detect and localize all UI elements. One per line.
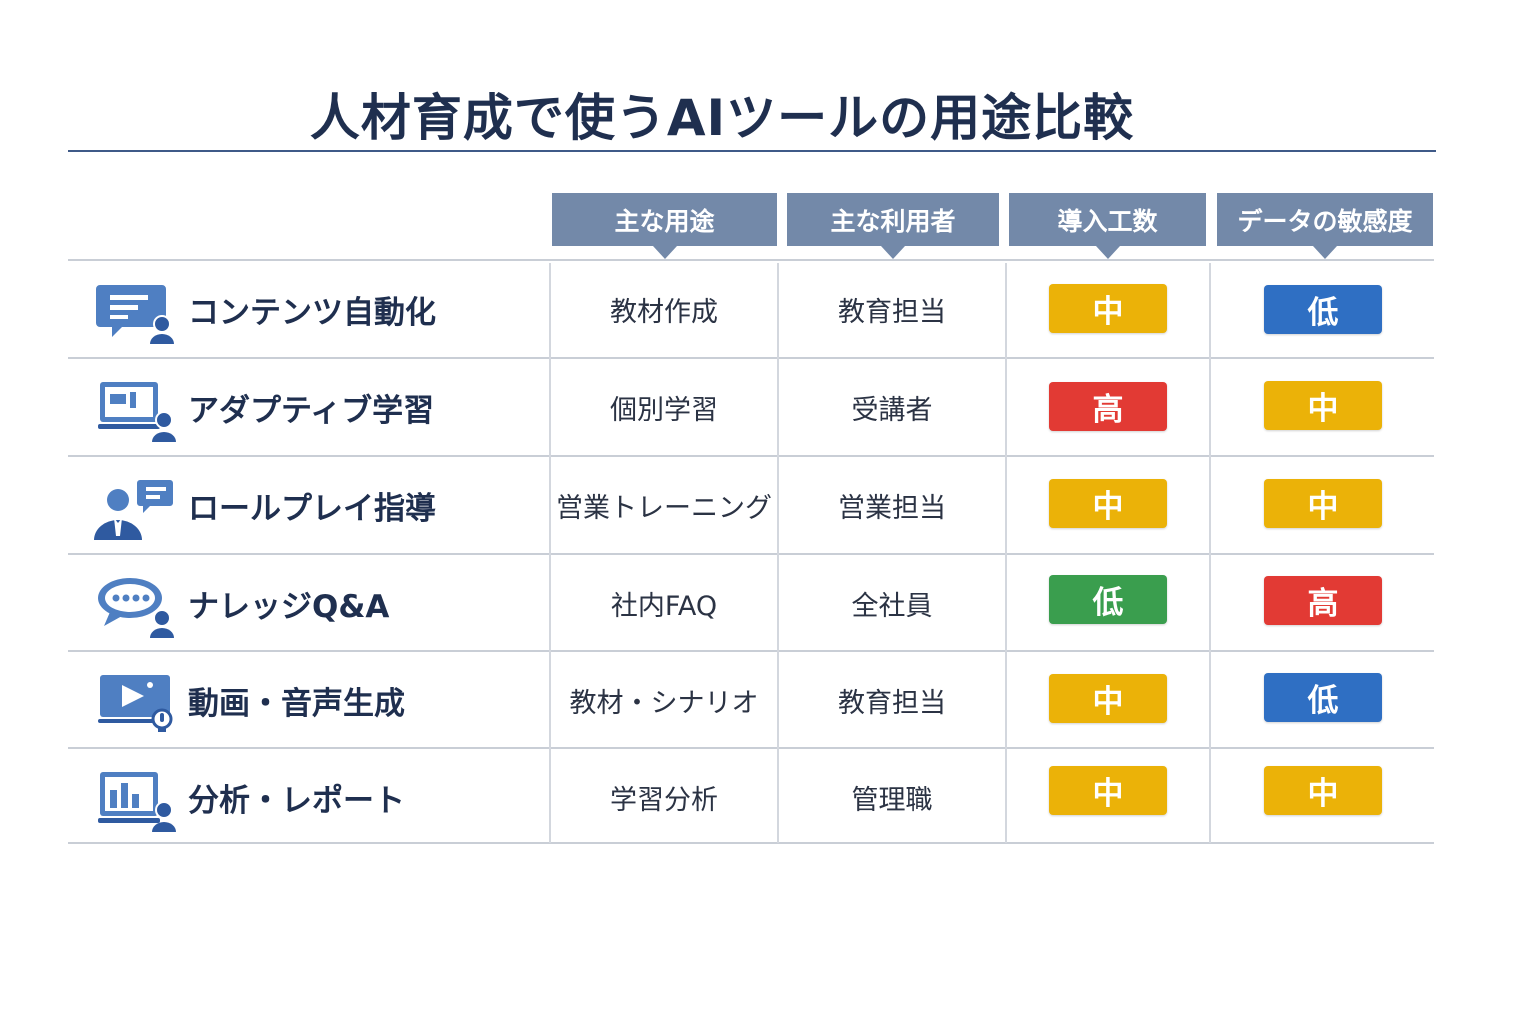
table-row: コンテンツ自動化 教材作成 教育担当 中 低 bbox=[68, 262, 1434, 357]
user-cell: 教育担当 bbox=[838, 688, 946, 719]
chat-person-icon bbox=[96, 282, 180, 344]
sensitivity-badge: 中 bbox=[1264, 766, 1382, 815]
sensitivity-badge: 低 bbox=[1264, 673, 1382, 722]
use-cell: 社内FAQ bbox=[610, 591, 718, 622]
tool-name: ナレッジQ&A bbox=[188, 589, 390, 625]
table-rule bbox=[68, 650, 1434, 652]
speech-bubble-person-icon bbox=[96, 576, 180, 638]
column-divider bbox=[1005, 263, 1007, 843]
effort-badge: 高 bbox=[1049, 382, 1167, 431]
use-cell: 営業トレーニング bbox=[556, 493, 772, 524]
sensitivity-badge: 高 bbox=[1264, 576, 1382, 625]
table-row: 動画・音声生成 教材・シナリオ 教育担当 中 低 bbox=[68, 653, 1434, 748]
screen-person-icon bbox=[96, 380, 180, 442]
page-title: 人材育成で使うAIツールの用途比較 bbox=[309, 89, 1135, 147]
user-cell: 営業担当 bbox=[838, 493, 946, 524]
tool-name: コンテンツ自動化 bbox=[188, 295, 436, 331]
sensitivity-badge: 中 bbox=[1264, 381, 1382, 430]
column-divider bbox=[777, 263, 779, 843]
column-header-use: 主な用途 bbox=[552, 193, 777, 259]
effort-badge: 中 bbox=[1049, 479, 1167, 528]
table-row: ナレッジQ&A 社内FAQ 全社員 低 高 bbox=[68, 556, 1434, 651]
table-rule bbox=[68, 842, 1434, 844]
tool-name: 分析・レポート bbox=[188, 783, 405, 819]
table-rule bbox=[68, 553, 1434, 555]
table-row: ロールプレイ指導 営業トレーニング 営業担当 中 中 bbox=[68, 458, 1434, 553]
use-cell: 教材・シナリオ bbox=[569, 688, 759, 719]
table-row: アダプティブ学習 個別学習 受講者 高 中 bbox=[68, 360, 1434, 455]
table-rule bbox=[68, 259, 1434, 261]
user-cell: 受講者 bbox=[851, 395, 933, 426]
column-header-user: 主な利用者 bbox=[787, 193, 999, 259]
sensitivity-badge: 低 bbox=[1264, 285, 1382, 334]
tool-name: アダプティブ学習 bbox=[188, 393, 435, 429]
effort-badge: 中 bbox=[1049, 284, 1167, 333]
effort-badge: 中 bbox=[1049, 766, 1167, 815]
column-header-sensitivity: データの敏感度 bbox=[1217, 193, 1433, 259]
user-cell: 教育担当 bbox=[838, 297, 946, 328]
bar-chart-person-icon bbox=[96, 770, 180, 832]
user-cell: 管理職 bbox=[851, 785, 933, 816]
use-cell: 教材作成 bbox=[610, 297, 718, 328]
table-rule bbox=[68, 747, 1434, 749]
effort-badge: 中 bbox=[1049, 674, 1167, 723]
use-cell: 学習分析 bbox=[610, 785, 718, 816]
user-cell: 全社員 bbox=[851, 591, 933, 622]
table-row: 分析・レポート 学習分析 管理職 中 中 bbox=[68, 750, 1434, 845]
column-header-effort: 導入工数 bbox=[1009, 193, 1206, 259]
column-divider bbox=[1209, 263, 1211, 843]
effort-badge: 低 bbox=[1049, 575, 1167, 624]
tool-name: 動画・音声生成 bbox=[188, 686, 405, 722]
business-person-chat-icon bbox=[92, 478, 176, 540]
sensitivity-badge: 中 bbox=[1264, 479, 1382, 528]
title-divider bbox=[68, 150, 1436, 152]
column-divider bbox=[549, 263, 551, 843]
table-rule bbox=[68, 455, 1434, 457]
use-cell: 個別学習 bbox=[610, 395, 718, 426]
video-play-icon bbox=[96, 673, 180, 735]
table-rule bbox=[68, 357, 1434, 359]
tool-name: ロールプレイ指導 bbox=[188, 491, 436, 527]
